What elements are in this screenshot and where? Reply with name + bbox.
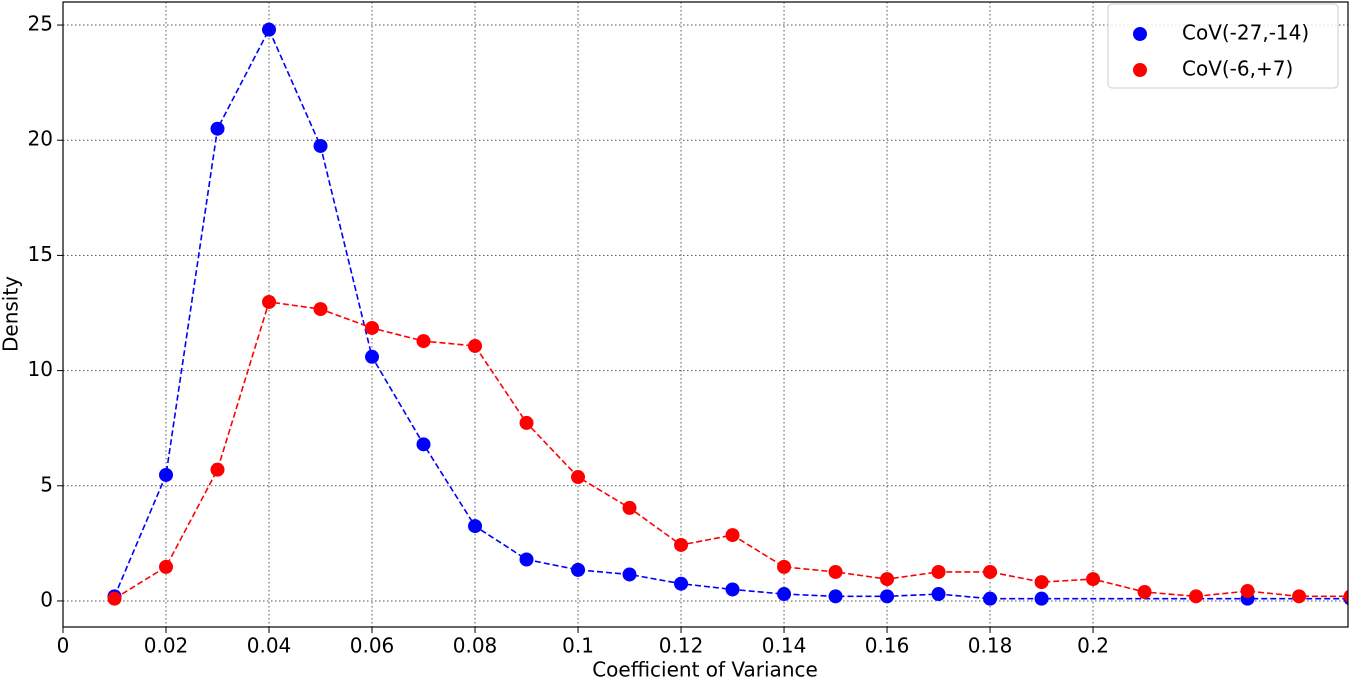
x-tick-label: 0.1 <box>562 634 594 658</box>
x-tick-label: 0.06 <box>350 634 395 658</box>
y-tick-label: 0 <box>40 587 53 611</box>
data-point <box>262 22 277 37</box>
x-tick-label: 0.2 <box>1077 634 1109 658</box>
y-tick-label: 25 <box>28 12 53 36</box>
x-tick-label: 0.18 <box>968 634 1013 658</box>
data-point <box>828 564 843 579</box>
data-point <box>777 587 792 602</box>
data-point <box>1240 584 1255 599</box>
data-point <box>1343 589 1348 603</box>
data-point <box>571 562 586 577</box>
grid <box>62 2 1348 627</box>
legend-box <box>1107 3 1339 89</box>
data-point <box>622 500 637 515</box>
data-point <box>1034 591 1049 606</box>
data-point <box>828 589 843 604</box>
data-point <box>983 564 998 579</box>
data-point <box>210 121 225 136</box>
x-tick-label: 0.08 <box>453 634 498 658</box>
data-point <box>931 587 946 602</box>
x-tick-label: 0.12 <box>659 634 704 658</box>
y-tick-label: 20 <box>28 127 53 151</box>
x-tick-label: 0.04 <box>247 634 292 658</box>
data-point <box>468 519 483 534</box>
data-point <box>777 559 792 574</box>
data-point <box>1137 584 1152 599</box>
legend-marker <box>1133 27 1147 41</box>
data-point <box>365 320 380 335</box>
data-point <box>725 582 740 597</box>
data-point <box>571 470 586 485</box>
data-point <box>313 138 328 153</box>
x-tick-label: 0 <box>57 634 70 658</box>
x-tick-label: 0.14 <box>762 634 807 658</box>
data-point <box>983 591 998 606</box>
data-point <box>107 591 122 606</box>
legend-label: CoV(-27,-14) <box>1182 21 1309 45</box>
legend-marker <box>1133 63 1147 77</box>
data-point <box>365 349 380 364</box>
data-point <box>468 338 483 353</box>
data-point <box>931 564 946 579</box>
data-point <box>622 567 637 582</box>
y-tick-label: 5 <box>40 472 53 496</box>
data-point <box>880 572 895 587</box>
plot-area <box>107 22 1348 606</box>
data-point <box>1292 589 1307 604</box>
data-point <box>1189 589 1204 604</box>
data-point <box>674 537 689 552</box>
legend-label: CoV(-6,+7) <box>1182 57 1293 81</box>
data-point <box>725 528 740 543</box>
data-point <box>416 437 431 452</box>
x-axis-label: Coefficient of Variance <box>592 658 818 681</box>
data-point <box>880 589 895 604</box>
legend: CoV(-27,-14) CoV(-6,+7) <box>1107 3 1339 89</box>
data-point <box>159 467 174 482</box>
data-point <box>262 294 277 309</box>
data-point <box>519 552 534 567</box>
y-tick-label: 10 <box>28 357 53 381</box>
x-tick-label: 0.02 <box>144 634 189 658</box>
data-point <box>416 334 431 349</box>
data-point <box>1086 572 1101 587</box>
y-tick-label: 15 <box>28 242 53 266</box>
data-point <box>210 462 225 477</box>
data-point <box>1034 575 1049 590</box>
data-point <box>674 576 689 591</box>
y-axis-label: Density <box>0 276 23 352</box>
data-point <box>313 302 328 317</box>
x-tick-label: 0.16 <box>865 634 910 658</box>
data-point <box>519 415 534 430</box>
axes-frame <box>62 1 1349 628</box>
data-point <box>159 559 174 574</box>
